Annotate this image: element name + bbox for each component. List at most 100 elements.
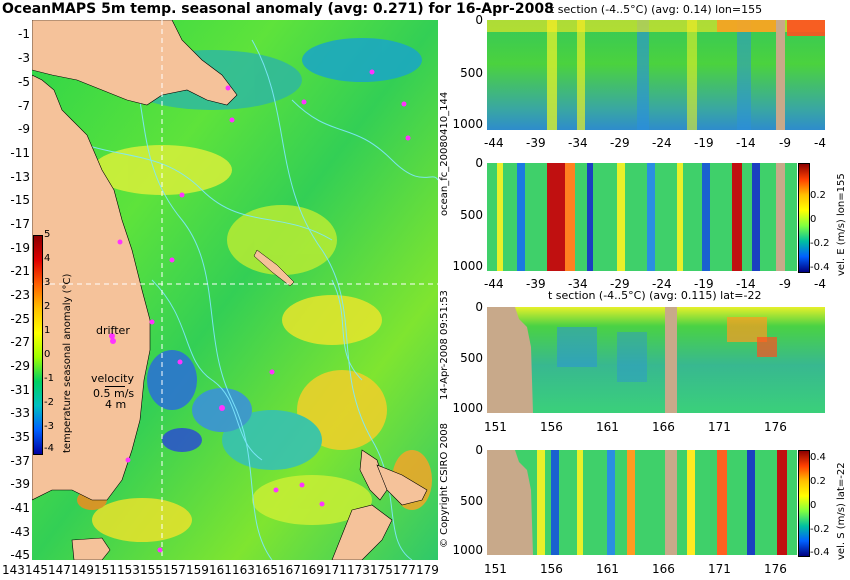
vel-e-colorbar-label: vel. E (m/s) lon=155 — [836, 173, 847, 276]
panel4-ytick: 0 — [475, 443, 483, 457]
drifter-markers — [109, 69, 411, 553]
lon-tick: 153 — [117, 563, 140, 577]
drifter-legend-label: drifter — [96, 324, 130, 337]
vel-e-colorbar-ticks: 0.2 0 -0.2 -0.4 — [810, 190, 840, 280]
panel2-canvas — [497, 163, 785, 271]
cbar-tick: 5 — [44, 229, 51, 240]
panel1-title: t section (-4..5°C) (avg: 0.14) lon=155 — [550, 3, 763, 16]
north-island-land — [376, 464, 428, 506]
panel3-xtick: 151 — [484, 420, 507, 434]
vel-s-colorbar-label: vel. S (m/s) lat=-22 — [836, 462, 847, 560]
drifter-legend-marker — [110, 338, 116, 344]
cbar-tick: 4 — [44, 253, 51, 264]
panel4-yaxis: 0 500 1000 — [452, 443, 485, 557]
lon-tick: 143 — [2, 563, 25, 577]
lon-tick: 145 — [25, 563, 48, 577]
panel3-xtick: 156 — [540, 420, 563, 434]
lon-tick: 149 — [71, 563, 94, 577]
vel-e-colorbar — [798, 163, 810, 273]
cbar-tick: 3 — [44, 277, 51, 288]
lat-tick: -39 — [10, 477, 30, 491]
panel3-ytick: 1000 — [452, 401, 483, 415]
panel3-title: t section (-4..5°C) (avg: 0.115) lat=-22 — [548, 289, 762, 302]
lon-tick: 167 — [278, 563, 301, 577]
lon-tick: 157 — [163, 563, 186, 577]
lon-tick: 163 — [232, 563, 255, 577]
panel3-yaxis: 0 500 1000 — [452, 300, 485, 415]
lon-tick: 161 — [209, 563, 232, 577]
lat-tick: -7 — [18, 99, 30, 113]
panel3-section — [487, 307, 825, 413]
panel3-ytick: 500 — [460, 351, 483, 365]
lat-tick: -3 — [18, 51, 30, 65]
panel1-section — [487, 20, 825, 130]
lat-tick: -41 — [10, 501, 30, 515]
temperature-colorbar-ticks: 5 4 3 2 1 0 -1 -2 -3 -4 — [44, 229, 60, 459]
vel-s-tick: 0.4 — [810, 452, 826, 463]
panel3-xtick: 161 — [596, 420, 619, 434]
vel-s-colorbar-ticks: 0.4 0.2 0 -0.2 -0.4 — [810, 452, 840, 562]
map-title: OceanMAPS 5m temp. seasonal anomaly (avg… — [2, 1, 554, 17]
lon-tick: 179 — [416, 563, 439, 577]
new-guinea-land — [32, 20, 238, 106]
vel-e-tick: 0 — [810, 214, 817, 225]
cbar-tick: -1 — [44, 373, 54, 384]
panel2-xtick: -14 — [736, 277, 756, 291]
lat-tick: -11 — [10, 146, 30, 160]
cbar-tick: 1 — [44, 325, 51, 336]
panel1-xtick: -44 — [484, 136, 504, 150]
lat-tick: -31 — [10, 383, 30, 397]
panel2-xtick: -44 — [484, 277, 504, 291]
panel4-xtick: 156 — [540, 562, 563, 576]
panel3-ytick: 0 — [475, 300, 483, 314]
new-zealand-land — [331, 449, 393, 560]
panel2-xtick: -39 — [526, 277, 546, 291]
panel1-xaxis: -44 -39 -34 -29 -24 -19 -14 -9 -4 — [484, 136, 834, 152]
panel4-xtick: 176 — [764, 562, 787, 576]
panel2-yaxis: 0 500 1000 — [452, 156, 485, 273]
lat-tick: -33 — [10, 406, 30, 420]
lat-tick: -29 — [10, 359, 30, 373]
lon-tick: 155 — [140, 563, 163, 577]
cbar-tick: 0 — [44, 349, 51, 360]
lat-tick: -9 — [18, 122, 30, 136]
velocity-legend-depth: 4 m — [105, 398, 127, 411]
lat-tick: -37 — [10, 454, 30, 468]
new-caledonia-land — [253, 249, 295, 287]
panel1-ytick: 0 — [475, 13, 483, 27]
lon-tick: 173 — [347, 563, 370, 577]
lon-tick: 147 — [48, 563, 71, 577]
issued-timestamp: 14-Apr-2008 09:51:53 — [439, 290, 450, 400]
forecast-run-id: ocean_fc_20080410_144 — [439, 91, 450, 216]
panel1-xtick: -9 — [779, 136, 791, 150]
anomaly-map — [32, 20, 438, 560]
panel2-xtick: -9 — [779, 277, 791, 291]
map-lon-axis: 143 145 147 149 151 153 155 157 159 161 … — [0, 563, 440, 579]
panel2-section — [487, 163, 797, 271]
panel4-xtick: 166 — [652, 562, 675, 576]
lat-tick: -21 — [10, 264, 30, 278]
lon-tick: 169 — [301, 563, 324, 577]
panel2-ytick: 500 — [460, 208, 483, 222]
lat-tick: -1 — [18, 27, 30, 41]
panel1-xtick: -39 — [526, 136, 546, 150]
velocity-arrow-icon — [105, 386, 125, 387]
panel4-xtick: 171 — [708, 562, 731, 576]
lat-tick: -23 — [10, 288, 30, 302]
panel2-xtick: -19 — [694, 277, 714, 291]
panel2-xtick: -34 — [568, 277, 588, 291]
panel3-xaxis: 151 156 161 166 171 176 — [484, 420, 834, 436]
panel3-xtick: 166 — [652, 420, 675, 434]
lat-tick: -43 — [10, 525, 30, 539]
panel2-ytick: 1000 — [452, 259, 483, 273]
panel2-xtick: -29 — [610, 277, 630, 291]
panel4-ytick: 1000 — [452, 543, 483, 557]
map-lat-axis: -1 -3 -5 -7 -9 -11 -13 -15 -17 -19 -21 -… — [0, 20, 32, 562]
temperature-colorbar — [33, 235, 43, 455]
vel-e-tick: 0.2 — [810, 190, 826, 201]
lat-tick: -19 — [10, 241, 30, 255]
panel4-xtick: 151 — [484, 562, 507, 576]
lon-tick: 177 — [393, 563, 416, 577]
panel1-xtick: -4 — [814, 136, 826, 150]
vel-s-tick: 0 — [810, 500, 817, 511]
